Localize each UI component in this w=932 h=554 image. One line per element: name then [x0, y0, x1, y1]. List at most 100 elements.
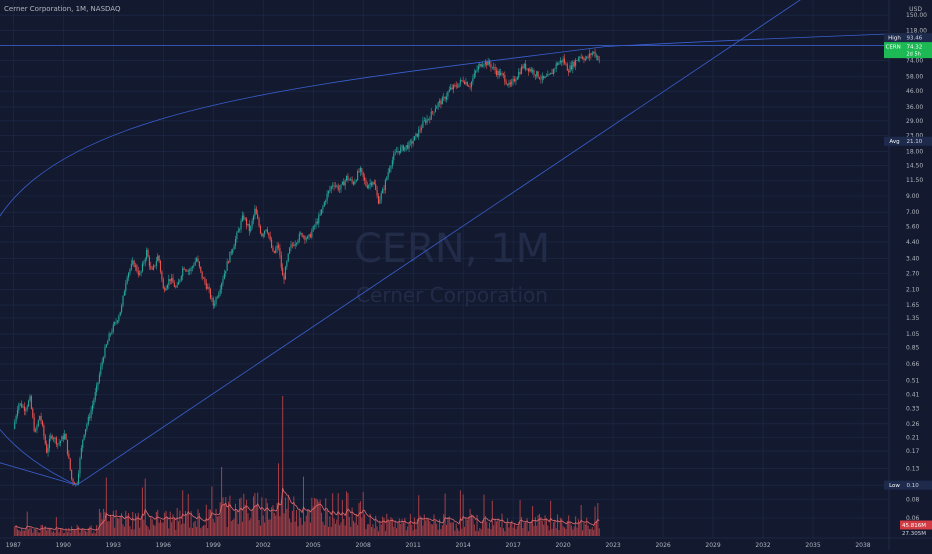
volume-bar [19, 531, 21, 536]
volume-bar [225, 497, 227, 536]
volume-bar [394, 520, 396, 536]
candle-body [311, 231, 313, 238]
candle-body [144, 258, 146, 263]
candle-body [420, 127, 423, 130]
candle-body [300, 233, 302, 234]
volume-bar [305, 515, 307, 536]
candle-body [495, 70, 498, 76]
volume-bar [179, 510, 181, 536]
price-tick-label: 0.26 [906, 421, 920, 428]
time-tick-label: 2005 [306, 542, 321, 549]
candle-body [520, 66, 523, 74]
candle-body [538, 77, 541, 79]
volume-bar [53, 530, 55, 536]
volume-bar [175, 529, 177, 536]
candle-body [563, 58, 566, 64]
avg-label-tag-bg [884, 136, 905, 146]
time-tick-label: 2008 [356, 542, 371, 549]
candle-body [14, 421, 16, 429]
candle-body [498, 70, 500, 76]
volume-bar [259, 525, 261, 536]
volume-bar [327, 526, 329, 536]
volume-bar [514, 524, 516, 536]
short-trendline[interactable] [0, 457, 77, 486]
candle-body [84, 429, 87, 435]
candle-body [469, 86, 471, 88]
current-tag: CERN [886, 45, 901, 51]
candle-body [366, 185, 368, 188]
candle-body [405, 145, 407, 148]
volume-bar [348, 517, 350, 536]
candle-body [404, 147, 406, 151]
parabolic-curve[interactable] [0, 33, 889, 486]
candle-body [233, 245, 235, 250]
candle-body [136, 265, 138, 272]
volume-bar [522, 528, 524, 536]
volume-bar [37, 532, 39, 536]
candle-body [232, 249, 234, 253]
volume-bar [555, 528, 557, 536]
volume-bar [451, 522, 453, 536]
candle-body [47, 447, 49, 453]
candle-body [491, 67, 493, 68]
volume-bar [196, 526, 198, 536]
time-tick-label: 2020 [555, 542, 570, 549]
candle-body [519, 72, 521, 74]
support-trendline[interactable] [76, 0, 805, 486]
candle-body [490, 64, 492, 68]
candle-body [153, 265, 155, 270]
volume-bar [326, 510, 328, 536]
volume-bar [432, 524, 434, 536]
candle-body [384, 180, 386, 190]
volume-bar [80, 529, 82, 536]
candle-body [545, 76, 548, 77]
volume-bar [332, 493, 334, 536]
candle-body [36, 426, 38, 430]
volume-bar [41, 524, 43, 536]
candle-body [291, 244, 293, 246]
volume-bar [140, 517, 142, 536]
volume-bar [146, 525, 148, 536]
candle-body [91, 405, 94, 411]
candle-body [379, 199, 381, 204]
candle-body [172, 277, 174, 283]
candle-body [541, 75, 543, 80]
candle-body [584, 58, 586, 61]
candle-body [244, 218, 246, 220]
candle-body [359, 168, 361, 172]
volume-bar [61, 529, 63, 536]
volume-bar [90, 525, 92, 536]
volume-bar [290, 522, 292, 536]
volume-bar [541, 520, 543, 536]
volume-bar [434, 520, 436, 536]
candle-body [119, 311, 121, 317]
volume-bar [18, 530, 20, 536]
volume-bar [366, 524, 368, 536]
volume-bar [153, 524, 155, 536]
currency-label: USD [909, 6, 922, 13]
candle-body [68, 453, 70, 459]
candle-body [334, 185, 336, 187]
time-axis[interactable]: 1987 1990 1993 1996 1999 2002 2005 2008 2011 2014… [0, 537, 932, 549]
candle-body [358, 171, 360, 172]
volume-bar [273, 513, 275, 536]
candle-body [104, 347, 106, 358]
candle-body [400, 147, 402, 153]
volume-bar [78, 526, 80, 536]
candle-body [22, 406, 24, 408]
candle-body [43, 425, 45, 436]
volume-bar [236, 510, 238, 536]
candle-body [350, 179, 352, 180]
drawings[interactable] [0, 0, 889, 486]
candle-body [294, 243, 296, 246]
candle-body [486, 61, 488, 66]
volume-bar [439, 519, 441, 536]
volume-bar [308, 509, 310, 536]
volume-bar [297, 526, 299, 536]
candle-body [97, 382, 99, 386]
volume-bar [98, 508, 100, 536]
volume-bar [312, 506, 314, 536]
candle-body [151, 268, 153, 270]
